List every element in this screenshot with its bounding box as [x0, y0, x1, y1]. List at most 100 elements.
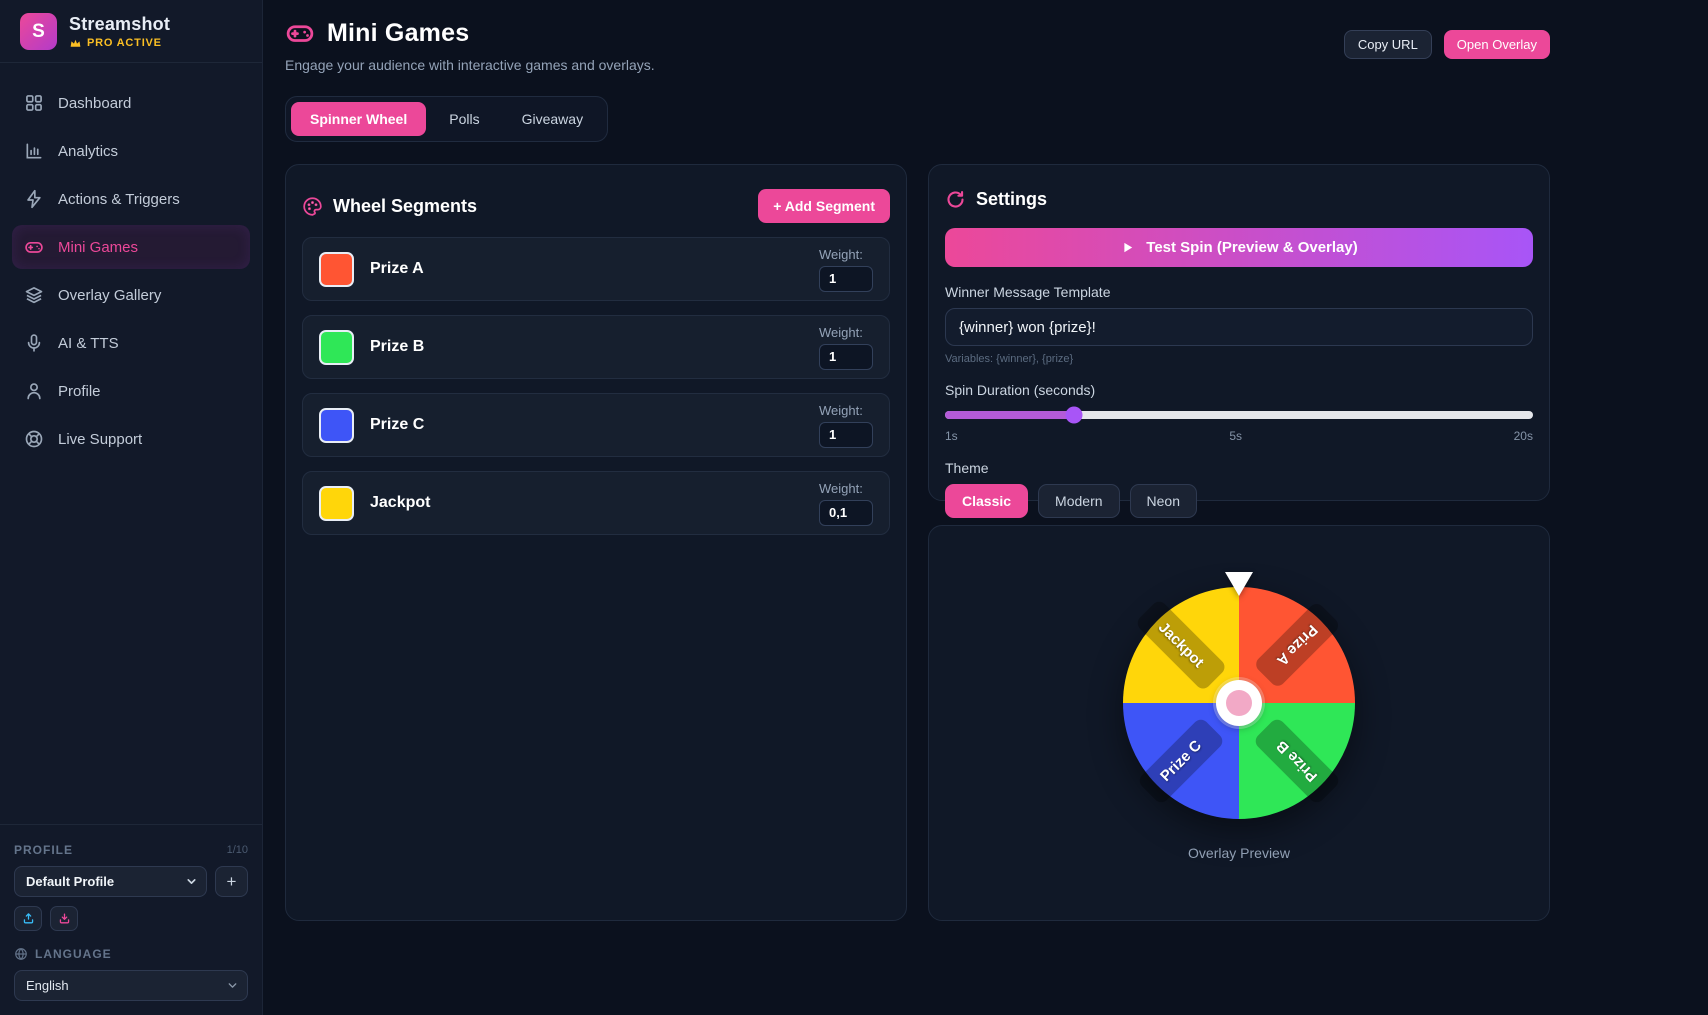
weight-label: Weight: — [819, 246, 863, 262]
segment-name: Jackpot — [370, 494, 431, 511]
globe-icon — [15, 948, 27, 960]
slider-max-label: 20s — [1513, 429, 1533, 443]
add-profile-button[interactable]: + — [215, 866, 248, 897]
wheel-label-prize-a: Prize A — [1252, 600, 1342, 690]
segment-row: Prize A Weight: — [302, 237, 890, 301]
wheel-pointer-icon — [1225, 572, 1253, 596]
sidebar-item-profile[interactable]: Profile — [12, 369, 250, 413]
divider — [0, 824, 262, 825]
sidebar-item-overlay-gallery[interactable]: Overlay Gallery — [12, 273, 250, 317]
theme-neon-button[interactable]: Neon — [1129, 484, 1197, 518]
page-header: Mini Games Engage your audience with int… — [285, 18, 1550, 73]
sidebar-item-ai-tts[interactable]: AI & TTS — [12, 321, 250, 365]
page-title: Mini Games — [327, 18, 470, 47]
winner-message-input[interactable] — [945, 308, 1533, 346]
wheel-hub — [1216, 680, 1262, 726]
slider-mid-label: 5s — [1229, 429, 1242, 443]
theme-classic-button[interactable]: Classic — [945, 484, 1029, 518]
wheel: Jackpot Prize A Prize C Prize B — [1123, 587, 1355, 819]
profile-select[interactable]: Default Profile — [14, 866, 207, 897]
weight-input[interactable] — [819, 421, 873, 448]
crown-icon — [70, 39, 81, 47]
page-subtitle: Engage your audience with interactive ga… — [285, 57, 655, 73]
test-spin-button[interactable]: Test Spin (Preview & Overlay) — [945, 228, 1533, 267]
export-profile-button[interactable] — [50, 906, 78, 931]
tab-giveaway[interactable]: Giveaway — [521, 111, 584, 127]
weight-label: Weight: — [819, 480, 863, 496]
person-icon — [27, 383, 41, 400]
winner-message-hint: Variables: {winner}, {prize} — [945, 353, 1074, 365]
segment-color-swatch[interactable] — [319, 407, 354, 443]
segment-row: Prize B Weight: — [302, 315, 890, 379]
weight-label: Weight: — [819, 324, 863, 340]
play-icon — [1124, 242, 1133, 253]
sidebar: S Streamshot PRO ACTIVE Dashboard Analyt… — [0, 0, 263, 1015]
sidebar-item-dashboard[interactable]: Dashboard — [12, 81, 250, 125]
tab-spinner-wheel[interactable]: Spinner Wheel — [291, 102, 427, 136]
segment-row: Prize C Weight: — [302, 393, 890, 457]
sidebar-item-live-support[interactable]: Live Support — [12, 417, 250, 461]
theme-label: Theme — [945, 460, 989, 476]
overlay-preview-caption: Overlay Preview — [1188, 845, 1290, 861]
tab-polls[interactable]: Polls — [449, 111, 480, 127]
copy-url-button[interactable]: Copy URL — [1343, 30, 1432, 59]
upload-icon — [23, 913, 33, 924]
slider-thumb[interactable] — [1065, 406, 1083, 424]
sidebar-item-label: Profile — [58, 382, 101, 400]
spin-duration-slider[interactable] — [945, 406, 1533, 424]
lightning-icon — [27, 189, 41, 209]
segment-color-swatch[interactable] — [319, 251, 354, 287]
sidebar-item-label: Analytics — [58, 142, 119, 160]
wheel-label-jackpot: Jackpot — [1134, 598, 1228, 692]
gamepad-icon — [25, 242, 43, 253]
weight-label: Weight: — [819, 402, 863, 418]
sidebar-nav: Dashboard Analytics Actions & Triggers M… — [0, 63, 262, 479]
palette-icon — [303, 196, 322, 216]
sidebar-item-label: Overlay Gallery — [58, 286, 162, 304]
weight-input[interactable] — [819, 343, 873, 370]
brand: S Streamshot PRO ACTIVE — [0, 0, 262, 62]
sidebar-item-analytics[interactable]: Analytics — [12, 129, 250, 173]
profile-section-label: PROFILE — [14, 843, 74, 857]
segment-name: Prize B — [370, 338, 425, 355]
overlay-preview-panel: Jackpot Prize A Prize C Prize B Overlay … — [928, 525, 1550, 921]
segment-list: Prize A Weight: Prize B Weight: — [302, 237, 890, 535]
pro-badge: PRO ACTIVE — [69, 37, 170, 50]
wheel-segments-panel: Wheel Segments + Add Segment Prize A Wei… — [285, 164, 907, 921]
panel-title: Settings — [976, 189, 1048, 209]
weight-input[interactable] — [819, 265, 873, 292]
sidebar-bottom: PROFILE 1/10 Default Profile + — [0, 824, 262, 1015]
microphone-icon — [27, 334, 41, 352]
profile-count: 1/10 — [226, 844, 248, 856]
grid-icon — [26, 95, 42, 111]
segment-color-swatch[interactable] — [319, 485, 354, 521]
wheel-hub-center — [1226, 690, 1252, 716]
open-overlay-button[interactable]: Open Overlay — [1443, 30, 1550, 59]
lifebuoy-icon — [25, 430, 43, 448]
panel-title: Wheel Segments — [333, 195, 478, 216]
segment-name: Prize C — [370, 416, 425, 433]
sidebar-item-actions-triggers[interactable]: Actions & Triggers — [12, 177, 250, 221]
import-profile-button[interactable] — [14, 906, 42, 931]
segment-color-swatch[interactable] — [319, 329, 354, 365]
wheel-label-prize-c: Prize C — [1136, 716, 1226, 806]
divider — [0, 62, 262, 63]
winner-message-label: Winner Message Template — [945, 284, 1111, 300]
weight-input[interactable] — [819, 499, 873, 526]
brand-logo: S — [20, 13, 57, 50]
sidebar-item-label: Live Support — [58, 430, 143, 448]
wheel-label-prize-b: Prize B — [1252, 716, 1342, 806]
game-tabs: Spinner Wheel Polls Giveaway — [285, 96, 609, 142]
gamepad-icon — [286, 25, 314, 42]
bar-chart-icon — [26, 143, 42, 159]
add-segment-button[interactable]: + Add Segment — [758, 189, 890, 223]
refresh-icon — [947, 191, 964, 208]
sidebar-item-label: Actions & Triggers — [58, 190, 180, 208]
theme-modern-button[interactable]: Modern — [1038, 484, 1120, 518]
sidebar-item-mini-games[interactable]: Mini Games — [12, 225, 250, 269]
pro-badge-label: PRO ACTIVE — [87, 37, 162, 49]
sidebar-item-label: Dashboard — [58, 94, 132, 112]
layers-icon — [25, 287, 43, 304]
language-select[interactable]: English — [14, 970, 248, 1001]
